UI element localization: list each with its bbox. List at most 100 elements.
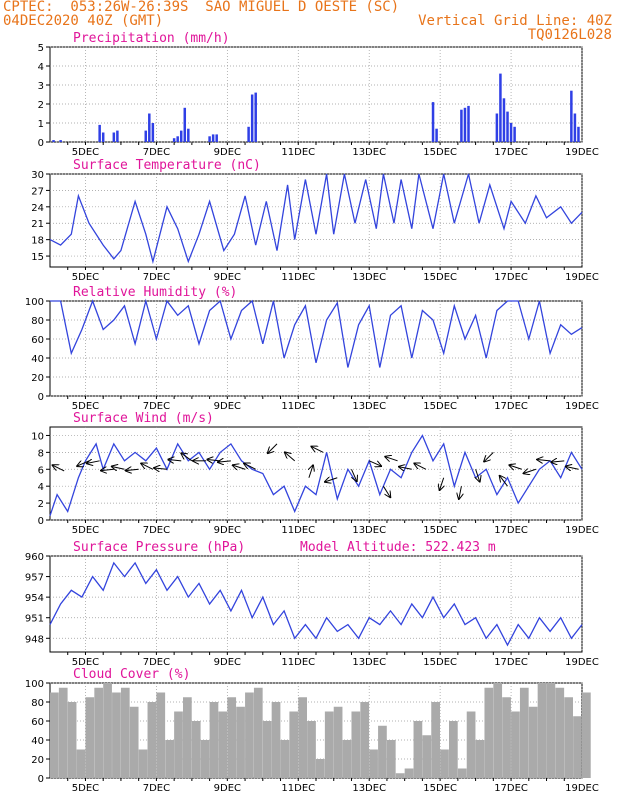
cloud-bar [245,692,254,778]
y-tick-label: 2 [38,499,44,510]
cloud-bar [200,740,210,778]
x-tick-label: 5DEC [72,657,99,668]
cloud-bar [493,683,503,778]
x-tick-label: 19DEC [565,272,599,283]
y-tick-label: 15 [31,252,44,263]
wind-arrow [53,465,65,472]
y-tick-label: 60 [31,717,44,728]
x-tick-label: 5DEC [72,272,99,283]
wind-arrow [168,460,182,461]
cloud-bar [573,716,582,778]
precip-bar [215,134,218,142]
x-tick-label: 19DEC [565,657,599,668]
cloud-bar [289,711,299,778]
y-tick-label: 4 [38,482,44,493]
cloud-bar [67,702,77,778]
x-tick-label: 7DEC [143,147,170,158]
precip-bar [467,105,470,142]
x-tick-label: 5DEC [72,783,99,794]
cloud-bar [156,692,166,778]
cloud-bar [582,692,591,778]
precip-bar [431,102,435,142]
cloud-bar [120,687,130,778]
wind-arrow [509,465,522,469]
x-tick-label: 9DEC [214,401,241,412]
x-tick-label: 19DEC [565,525,599,536]
cloud-bar [129,706,139,778]
model-altitude-label: Model Altitude: 522.423 m [300,540,496,555]
wind-arrow [500,476,508,487]
cloud-bar [316,759,325,778]
precip-bar [435,128,438,142]
x-tick-label: 15DEC [423,272,457,283]
wind-arrow [414,463,427,470]
wind-arrow [311,447,324,453]
precip-bar [208,136,211,142]
y-tick-label: 948 [25,634,44,645]
x-tick-label: 11DEC [281,783,315,794]
cloud-bar [511,711,520,778]
x-tick-label: 5DEC [72,525,99,536]
wind-arrow [112,466,125,469]
y-tick-label: 21 [31,219,44,230]
cloud-bar [236,706,245,778]
y-tick-label: 80 [31,316,44,327]
wind-panel: 5DEC 7DEC 9DEC 11DEC 13DEC 15DEC 17DEC 19DEC 0 2 4… [31,411,599,536]
y-tick-label: 3 [38,81,44,92]
cloud-bar [112,692,121,778]
cloud-bar [351,711,361,778]
x-tick-label: 9DEC [214,657,241,668]
header-model-code: TQ0126L028 [527,27,612,43]
precip-bar [183,107,187,142]
cloud-bar [449,721,458,778]
wind-arrow [440,477,444,490]
precipitation-frame [49,46,583,143]
cloud-panel: 5DEC 7DEC 9DEC 11DEC 13DEC 15DEC 17DEC 19DEC 0 20… [25,667,599,794]
x-tick-label: 13DEC [352,783,386,794]
precip-bar [495,113,499,142]
wind-arrow [484,452,494,461]
wind-line [49,434,583,517]
wind-arrow [524,469,537,473]
pressure-panel: 5DEC 7DEC 9DEC 11DEC 13DEC 15DEC 17DEC 19DEC 948… [25,540,599,668]
humidity-panel: 5DEC 7DEC 9DEC 11DEC 13DEC 15DEC 17DEC 19DEC 0 20… [25,285,599,412]
precip-bar [151,123,155,142]
temperature-panel: 5DEC 7DEC 9DEC 11DEC 13DEC 15DEC 17DEC 19DEC 15 1… [31,158,599,283]
humidity-frame [49,300,583,397]
x-tick-label: 15DEC [423,525,457,536]
wind-arrow [285,452,296,462]
cloud-bar [369,749,378,778]
x-tick-label: 13DEC [352,525,386,536]
x-tick-label: 11DEC [281,272,315,283]
temperature-line [49,173,583,265]
cloud-bar [342,740,352,778]
wind-arrow [141,463,154,470]
y-tick-label: 4 [38,62,44,73]
cloud-bar [218,711,228,778]
cloud-bar [502,697,511,778]
x-tick-label: 19DEC [565,401,599,412]
x-tick-label: 13DEC [352,147,386,158]
wind-arrow [368,460,381,466]
cloud-bar [253,687,263,778]
y-tick-label: 0 [38,774,44,785]
x-tick-label: 19DEC [565,783,599,794]
x-tick-label: 17DEC [494,147,528,158]
wind-arrow [154,468,168,469]
cloud-bar [58,687,68,778]
y-tick-label: 8 [38,448,44,459]
precipitation-panel: 5DEC 7DEC 9DEC 11DEC 13DEC 15DEC 17DEC 19DEC 0 1 2… [38,31,599,158]
humidity-line [50,298,583,368]
x-tick-label: 13DEC [352,657,386,668]
precip-bar [144,130,148,142]
wind-arrow [268,443,278,453]
x-tick-label: 17DEC [494,783,528,794]
cloud-bar [333,706,343,778]
x-tick-label: 17DEC [494,657,528,668]
precip-bar [513,126,516,142]
wind-arrow [399,467,412,470]
x-tick-label: 11DEC [281,401,315,412]
header-grid-line: Vertical Grid Line: 40Z [418,13,612,29]
wind-arrow [537,460,551,461]
cloud-bar [484,687,494,778]
